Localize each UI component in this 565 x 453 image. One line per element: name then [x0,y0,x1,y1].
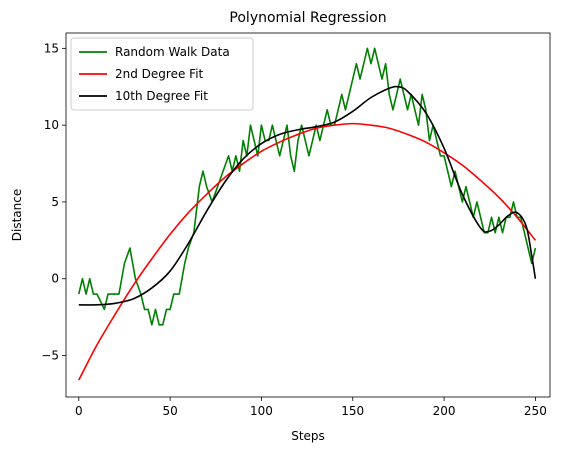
series-line-10th-degree-fit [78,85,537,306]
y-tick-label: −5 [41,349,59,363]
legend-entry: 2nd Degree Fit [115,67,204,81]
y-axis: −5 0 5 10 15 [41,41,66,363]
y-tick-label: 10 [44,118,59,132]
x-axis-label: Steps [291,429,325,443]
y-axis-label: Distance [10,189,24,241]
legend-entry: 10th Degree Fit [115,89,208,103]
plot-area [65,32,551,398]
chart-title: Polynomial Regression [229,10,386,26]
legend: Random Walk Data 2nd Degree Fit 10th Degre… [70,37,254,111]
x-axis: 0 50 100 150 200 250 [75,397,547,418]
x-tick-label: 100 [250,404,273,418]
x-tick-label: 200 [433,404,456,418]
x-tick-label: 250 [524,404,547,418]
legend-entry: Random Walk Data [115,45,230,59]
series-layer [78,47,537,381]
series-line-2nd-degree-fit [78,122,537,381]
y-tick-label: 5 [51,195,59,209]
y-tick-label: 0 [51,272,59,286]
x-tick-label: 0 [75,404,83,418]
x-tick-label: 150 [341,404,364,418]
legend-box [70,37,254,111]
x-tick-label: 50 [162,404,177,418]
y-tick-label: 15 [44,41,59,55]
series-line-random-walk-data [78,47,537,326]
